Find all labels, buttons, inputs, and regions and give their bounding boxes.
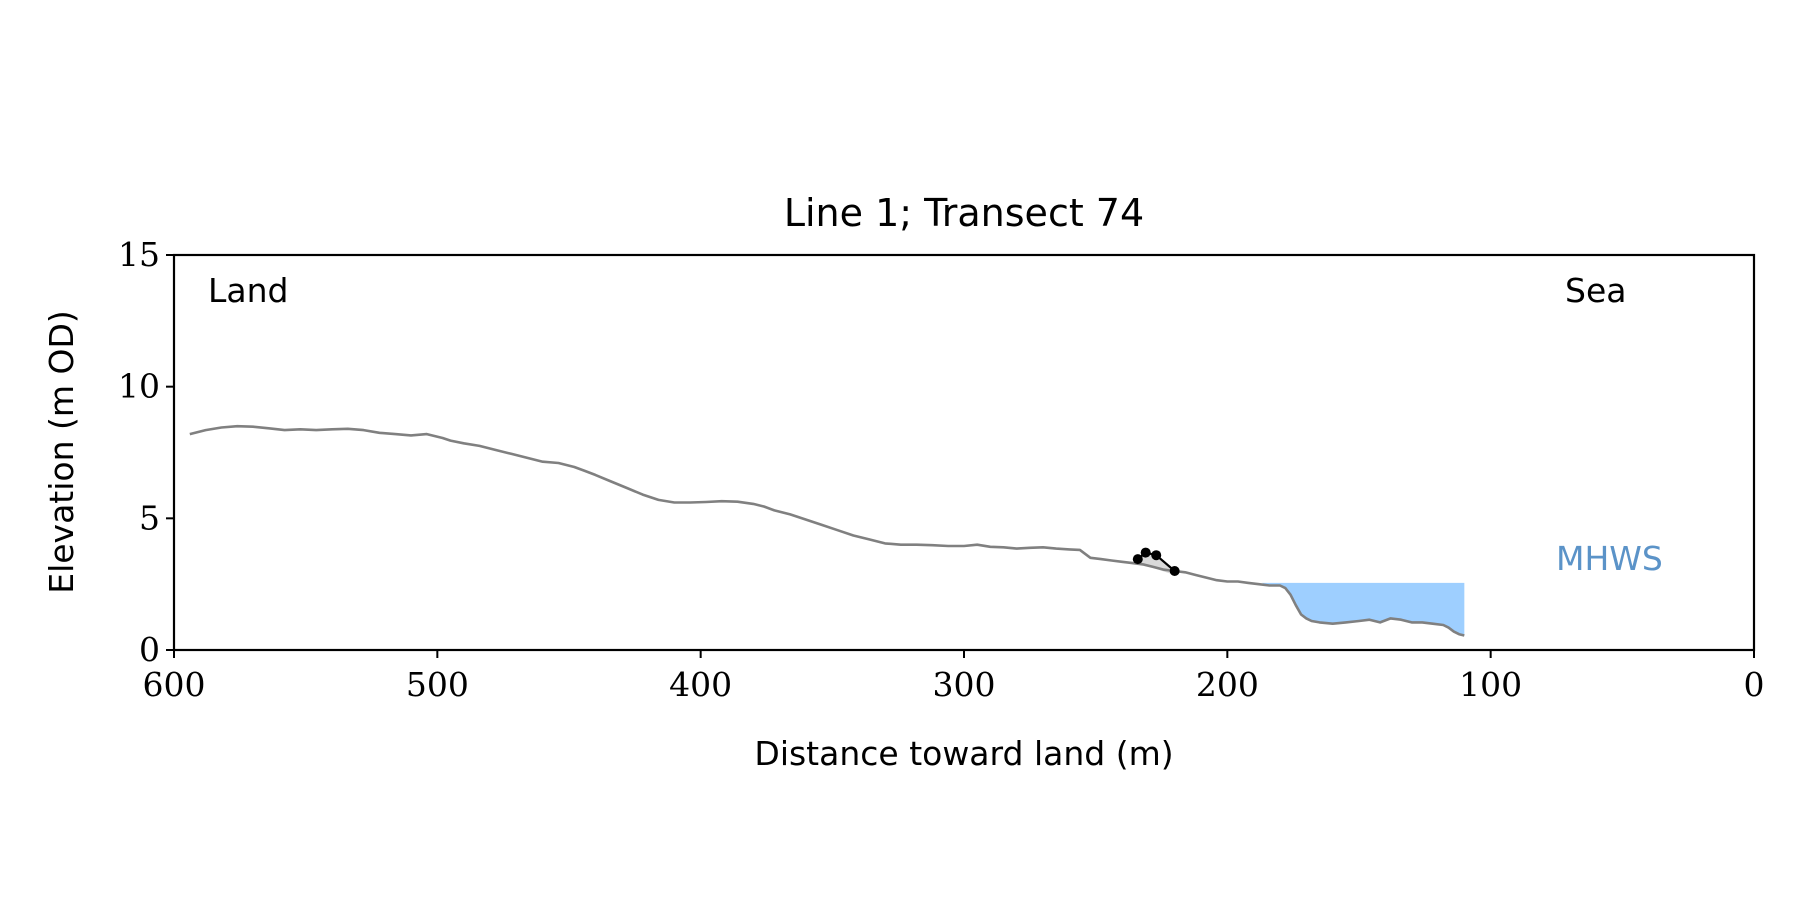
y-axis-label: Elevation (m OD) xyxy=(42,310,81,594)
mhws-annotation: MHWS xyxy=(1556,539,1663,578)
x-tick-label: 400 xyxy=(669,665,732,704)
sea-annotation: Sea xyxy=(1565,271,1626,310)
ticks: 600 500 400 300 200 100 0 0 5 10 15 xyxy=(118,235,1765,704)
points-line xyxy=(1137,551,1176,572)
data-point xyxy=(1151,550,1162,561)
axes-frame xyxy=(172,253,1756,652)
x-tick-label: 100 xyxy=(1459,665,1522,704)
y-tick-label: 15 xyxy=(118,235,160,274)
plot-area xyxy=(189,424,1465,637)
land-annotation: Land xyxy=(208,271,288,310)
water-area xyxy=(1261,582,1465,636)
x-tick-label: 500 xyxy=(406,665,469,704)
data-point xyxy=(1132,554,1143,565)
y-tick-label: 5 xyxy=(139,498,160,537)
x-tick-label: 0 xyxy=(1744,665,1765,704)
x-tick-label: 600 xyxy=(143,665,206,704)
data-point xyxy=(1140,547,1151,558)
profile-line xyxy=(189,424,1465,637)
x-tick-label: 300 xyxy=(933,665,996,704)
data-point xyxy=(1169,566,1180,576)
x-tick-label: 200 xyxy=(1196,665,1259,704)
x-axis-label: Distance toward land (m) xyxy=(754,734,1173,773)
y-tick-label: 0 xyxy=(139,630,160,669)
chart-title: Line 1; Transect 74 xyxy=(784,191,1144,235)
y-tick-label: 10 xyxy=(118,367,160,406)
